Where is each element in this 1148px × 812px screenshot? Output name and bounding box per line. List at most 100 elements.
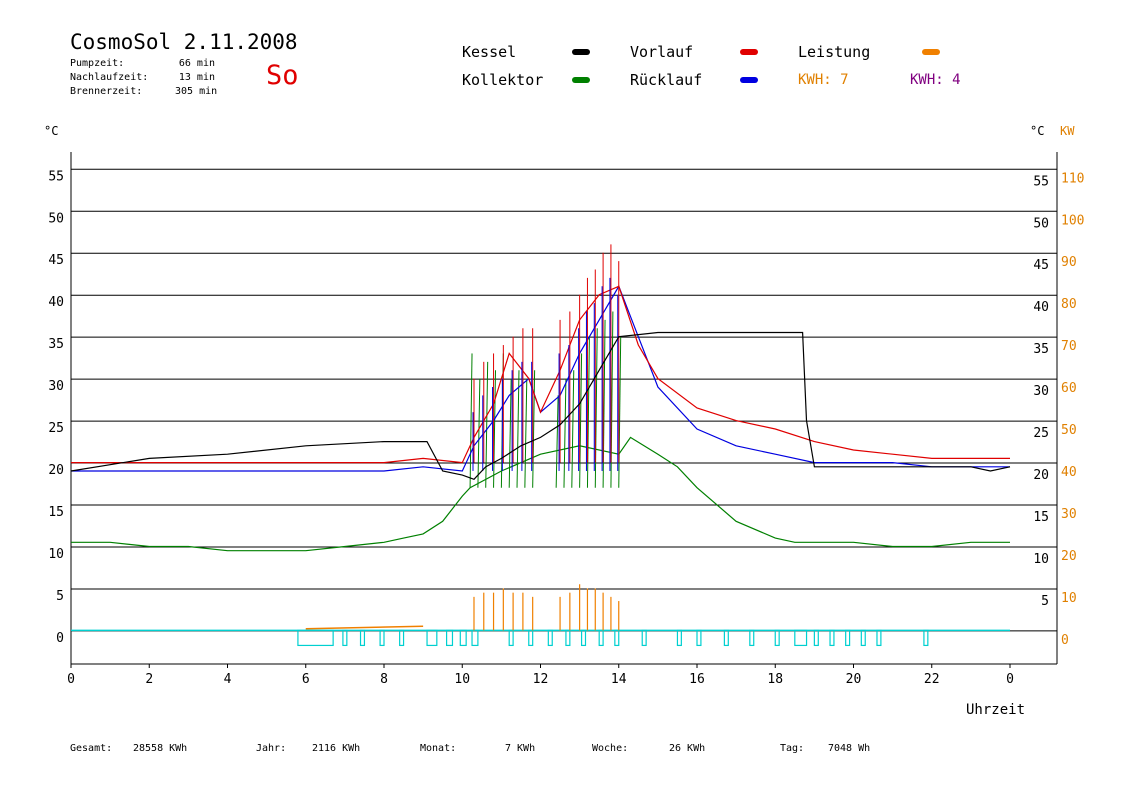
- y-tick-label-left: 0: [56, 631, 64, 646]
- footer-tag-label: Tag:: [780, 743, 805, 754]
- x-tick-label: 0: [67, 672, 75, 687]
- pump-on-block: [876, 629, 882, 647]
- y-tick-label-right: 5: [1041, 594, 1049, 609]
- footer-tag-value: 7048 Wh: [828, 743, 871, 754]
- y-tick-label-right: 55: [1033, 174, 1049, 189]
- x-tick-label: 18: [767, 672, 783, 687]
- stat-label: Brennerzeit:: [70, 86, 143, 97]
- pump-on-block: [426, 629, 438, 647]
- kwh-orange: KWH: 7: [798, 72, 849, 88]
- leistung-baseline: [305, 625, 424, 630]
- pump-on-block: [598, 629, 604, 647]
- pump-on-block: [342, 629, 348, 647]
- y-tick-label-left: 55: [48, 169, 64, 184]
- y-tick-label-left: 15: [48, 505, 64, 520]
- x-tick-label: 4: [224, 672, 232, 687]
- pump-on-block: [528, 629, 534, 647]
- footer-jahr-label: Jahr:: [256, 743, 287, 754]
- x-tick-label: 14: [611, 672, 627, 687]
- pump-on-block: [749, 629, 755, 647]
- pump-on-block: [580, 629, 587, 647]
- kw-tick-label: 60: [1061, 381, 1077, 396]
- y-tick-label-right: 45: [1033, 258, 1049, 273]
- kollektor-oscillation: [493, 370, 497, 488]
- legend-kollektor-label: Kollektor: [462, 71, 544, 89]
- left-unit-label: °C: [44, 124, 59, 138]
- y-tick-label-right: 30: [1033, 384, 1049, 399]
- kollektor-oscillation: [579, 353, 583, 488]
- pump-on-block: [774, 629, 780, 647]
- kw-tick-label: 110: [1061, 171, 1084, 186]
- x-tick-label: 0: [1006, 672, 1014, 687]
- y-tick-label-left: 20: [48, 463, 64, 478]
- kw-tick-label: 0: [1061, 633, 1069, 648]
- pump-on-block: [459, 629, 467, 647]
- y-tick-label-right: 10: [1033, 552, 1049, 567]
- kollektor-oscillation: [524, 378, 528, 488]
- legend-kollektor-swatch: [572, 77, 590, 83]
- stat-value: 13 min: [178, 72, 215, 83]
- footer-gesamt-value: 28558 KWh: [133, 743, 188, 754]
- right-kw-unit-label: KW: [1060, 124, 1075, 138]
- stat-brennerzeit: Brennerzeit: 305 min: [70, 86, 217, 97]
- kw-tick-label: 50: [1061, 423, 1077, 438]
- footer-monat-value: 7 KWh: [505, 743, 536, 754]
- stat-nachlaufzeit: Nachlaufzeit: 13 min: [70, 72, 215, 83]
- legend-ruecklauf-label: Rücklauf: [630, 71, 703, 89]
- pump-on-block: [676, 629, 682, 647]
- series-ruecklauf-line: [71, 284, 1010, 472]
- pump-on-block: [845, 629, 851, 647]
- stat-value: 305 min: [175, 86, 218, 97]
- kw-tick-label: 30: [1061, 507, 1077, 522]
- pump-on-block: [696, 629, 702, 647]
- pump-on-block: [297, 629, 334, 647]
- kwh-purple: KWH: 4: [910, 72, 961, 88]
- kw-tick-label: 80: [1061, 297, 1077, 312]
- pump-on-block: [565, 629, 571, 647]
- pump-on-block: [359, 629, 366, 647]
- y-tick-label-left: 40: [48, 295, 64, 310]
- kollektor-oscillation: [469, 353, 473, 488]
- pump-on-block: [813, 629, 819, 647]
- pump-on-block: [508, 629, 514, 647]
- stat-label: Pumpzeit:: [70, 58, 125, 69]
- y-tick-label-right: 50: [1033, 216, 1049, 231]
- stat-value: 66 min: [178, 58, 215, 69]
- footer-jahr-value: 2116 KWh: [312, 743, 361, 754]
- kw-tick-label: 100: [1061, 213, 1084, 228]
- pump-on-block: [923, 629, 929, 647]
- legend-leistung-label: Leistung: [798, 43, 871, 61]
- kw-tick-label: 90: [1061, 255, 1077, 270]
- legend-kessel-swatch: [572, 49, 590, 55]
- x-tick-label: 20: [846, 672, 862, 687]
- stat-label: Nachlaufzeit:: [70, 72, 149, 83]
- kollektor-oscillation: [563, 378, 567, 488]
- pump-on-block: [547, 629, 553, 647]
- kw-tick-label: 70: [1061, 339, 1077, 354]
- kw-tick-label: 10: [1061, 591, 1077, 606]
- grid: [70, 152, 1058, 668]
- legend-leistung-swatch: [922, 49, 940, 55]
- y-tick-label-left: 30: [48, 379, 64, 394]
- x-tick-label: 6: [302, 672, 310, 687]
- y-tick-label-right: 40: [1033, 300, 1049, 315]
- legend-kessel-label: Kessel: [462, 43, 517, 61]
- pump-on-block: [723, 629, 729, 647]
- y-tick-label-left: 10: [48, 547, 64, 562]
- y-tick-label-left: 25: [48, 421, 64, 436]
- pump-on-block: [399, 629, 405, 647]
- x-tick-label: 2: [145, 672, 153, 687]
- right-unit-label: °C: [1030, 124, 1045, 138]
- y-tick-label-right: 25: [1033, 426, 1049, 441]
- y-tick-label-right: 35: [1033, 342, 1049, 357]
- x-tick-label: 22: [924, 672, 940, 687]
- footer-gesamt-label: Gesamt:: [70, 743, 113, 754]
- y-tick-label-left: 35: [48, 337, 64, 352]
- chart-title: CosmoSol 2.11.2008: [70, 30, 298, 54]
- legend-ruecklauf-swatch: [740, 77, 758, 83]
- pump-on-block: [860, 629, 866, 647]
- x-tick-label: 16: [689, 672, 705, 687]
- pump-on-block: [446, 629, 454, 647]
